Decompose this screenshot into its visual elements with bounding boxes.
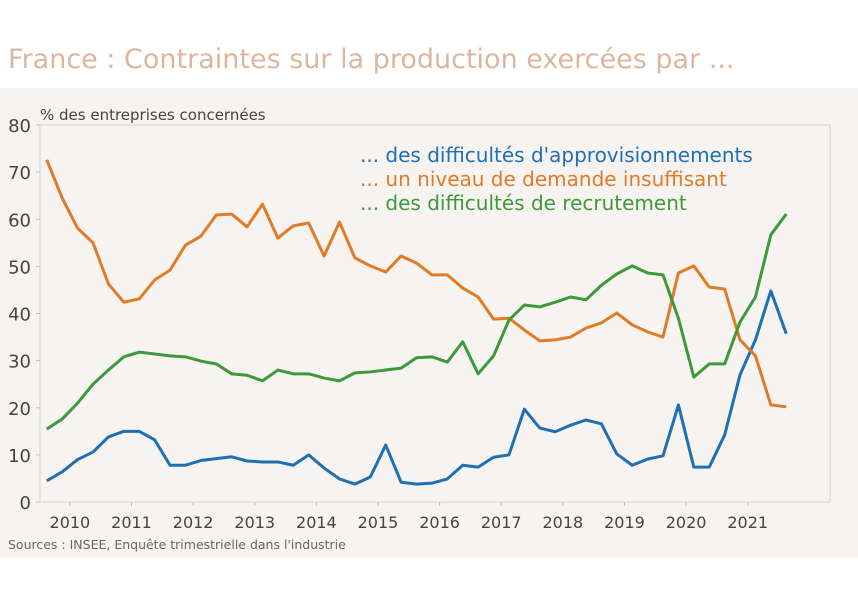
series-line bbox=[45, 159, 787, 409]
y-tick-label: 10 bbox=[8, 446, 31, 467]
x-tick-label: 2011 bbox=[111, 513, 152, 532]
x-tick-label: 2018 bbox=[543, 513, 584, 532]
chart-background bbox=[0, 88, 858, 558]
x-tick-label: 2019 bbox=[604, 513, 645, 532]
y-tick-label: 40 bbox=[8, 305, 31, 326]
x-tick-label: 2010 bbox=[50, 513, 91, 532]
source: Sources : INSEE, Enquête trimestrielle d… bbox=[8, 537, 346, 552]
y-tick-label: 20 bbox=[8, 399, 31, 420]
x-tick-label: 2017 bbox=[481, 513, 522, 532]
x-tick-label: 2014 bbox=[296, 513, 337, 532]
x-tick-label: 2013 bbox=[234, 513, 275, 532]
y-tick-label: 30 bbox=[8, 352, 31, 373]
chart-title: France : Contraintes sur la production e… bbox=[8, 44, 735, 75]
y-tick-label: 60 bbox=[8, 210, 31, 231]
x-tick-label: 2015 bbox=[358, 513, 399, 532]
y-tick-label: 70 bbox=[8, 163, 31, 184]
y-tick-label: 80 bbox=[8, 116, 31, 137]
y-axis-label: % des entreprises concernées bbox=[40, 106, 266, 124]
x-tick-label: 2020 bbox=[666, 513, 707, 532]
y-tick-label: 0 bbox=[20, 493, 31, 514]
legend-entry: ... des difficultés de recrutement bbox=[360, 191, 687, 215]
legend-entry: ... un niveau de demande insuffisant bbox=[360, 167, 727, 191]
x-tick-label: 2012 bbox=[173, 513, 214, 532]
y-tick-label: 50 bbox=[8, 257, 31, 278]
legend-entry: ... des difficultés d'approvisionnements bbox=[360, 143, 753, 167]
series-line bbox=[46, 289, 788, 486]
x-tick-label: 2021 bbox=[727, 513, 768, 532]
series-line bbox=[45, 213, 788, 431]
x-tick-label: 2016 bbox=[419, 513, 460, 532]
